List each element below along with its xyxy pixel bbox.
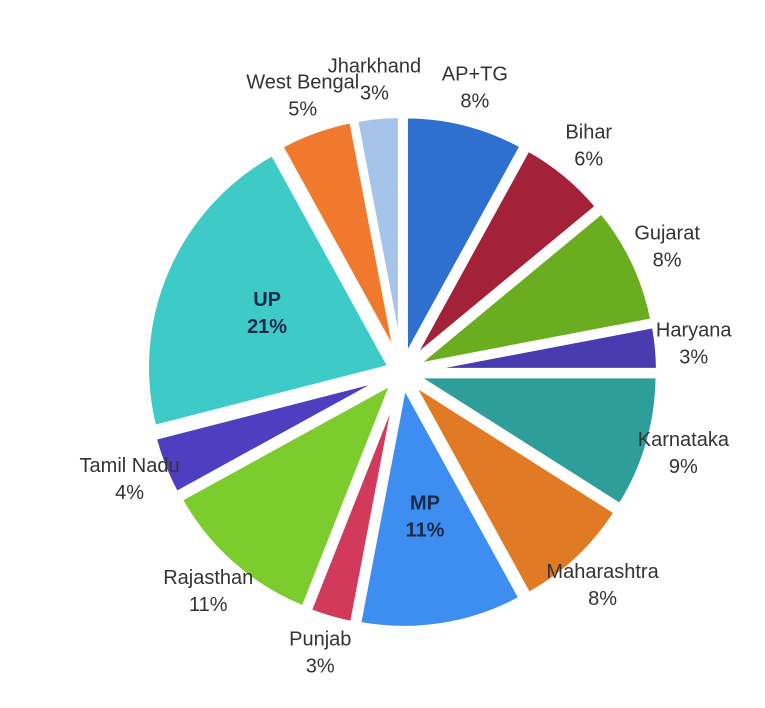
pie-slice xyxy=(351,112,404,361)
slice-label: Karnataka xyxy=(638,429,730,451)
pie-slice xyxy=(354,375,526,632)
slice-label: AP+TG xyxy=(442,63,508,85)
slice-value-label: 3% xyxy=(306,656,335,678)
slice-label: Maharashtra xyxy=(546,561,659,583)
slice-label: Rajasthan xyxy=(163,567,253,589)
slice-value-label: 8% xyxy=(653,250,682,272)
slice-value-label: 21% xyxy=(247,316,287,338)
pie-slice xyxy=(149,373,393,499)
slice-value-label: 4% xyxy=(115,482,144,504)
slice-value-label: 6% xyxy=(574,149,603,171)
slice-label: Haryana xyxy=(656,320,732,342)
pie-slice xyxy=(143,148,396,432)
slice-label: West Bengal xyxy=(246,72,359,94)
pie-slice xyxy=(304,382,402,628)
slice-label: UP xyxy=(253,289,281,311)
slice-value-label: 3% xyxy=(679,347,708,369)
pie-slice xyxy=(403,372,662,511)
slice-value-label: 11% xyxy=(406,519,445,541)
slice-value-label: 8% xyxy=(460,90,489,112)
pie-slice xyxy=(275,116,401,363)
slice-value-label: 5% xyxy=(288,99,317,121)
slice-label: Jharkhand xyxy=(328,56,421,78)
slice-label: Gujarat xyxy=(634,223,700,245)
slice-label: Bihar xyxy=(565,122,612,144)
slice-value-label: 3% xyxy=(360,83,389,105)
slice-value-label: 11% xyxy=(189,594,228,616)
slice-label: Punjab xyxy=(289,629,351,651)
pie-slice xyxy=(175,374,400,613)
slice-label: Tamil Nadu xyxy=(80,455,180,477)
pie-slice xyxy=(410,206,658,370)
pie-slice xyxy=(413,321,662,374)
pie-slice xyxy=(401,112,528,362)
slice-label: MP xyxy=(410,492,440,514)
pie-slice xyxy=(407,143,603,366)
slice-value-label: 8% xyxy=(588,588,617,610)
slice-value-label: 9% xyxy=(669,456,698,478)
pie-slice xyxy=(407,378,622,600)
